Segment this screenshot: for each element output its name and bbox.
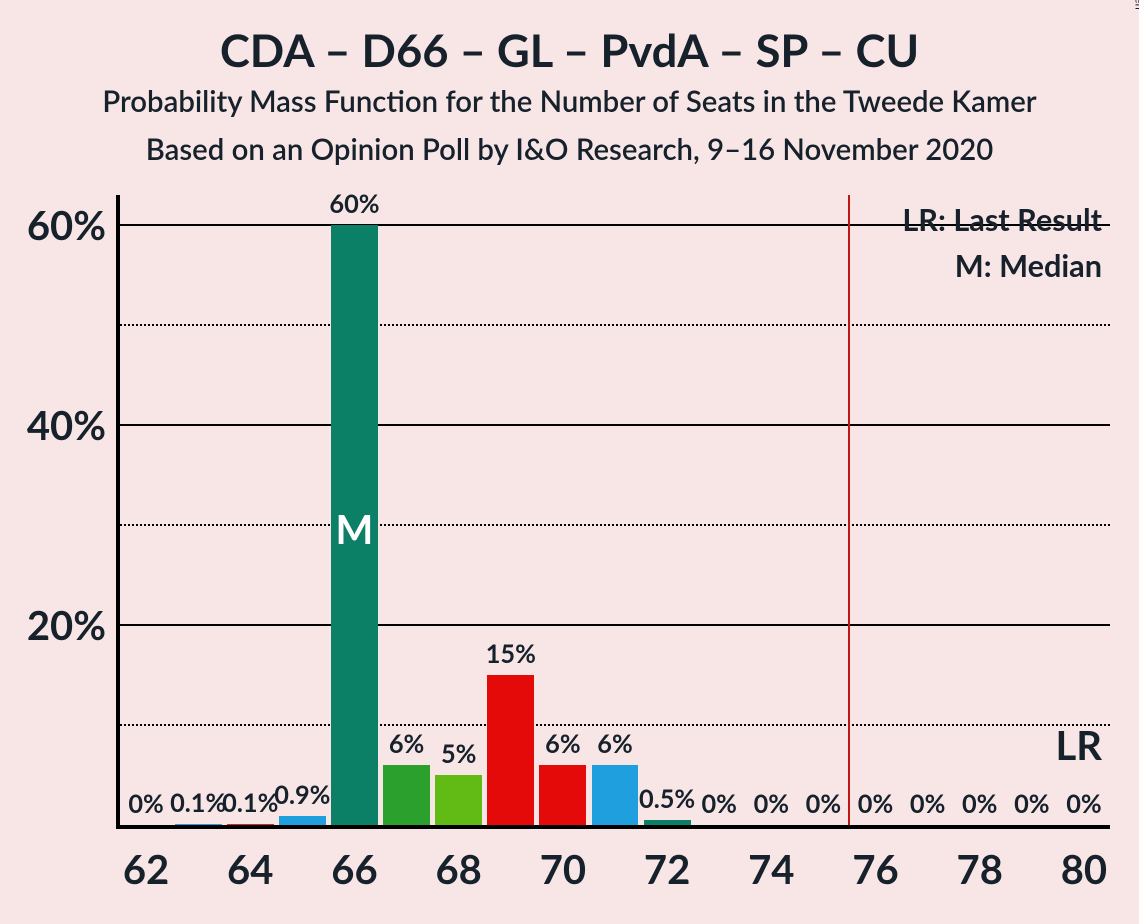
chart-subtitle-2: Based on an Opinion Poll by I&O Research… (0, 132, 1139, 167)
bar-value-label: 0% (742, 789, 800, 819)
x-axis (116, 825, 1110, 829)
chart-subtitle-1: Probability Mass Function for the Number… (0, 84, 1139, 119)
x-tick-label: 78 (940, 845, 1020, 893)
x-tick-label: 68 (419, 845, 499, 893)
bar-value-label: 6% (534, 729, 592, 759)
page: © 2020 Filip van Laenen CDA – D66 – GL –… (0, 0, 1139, 924)
bar (487, 675, 534, 825)
plot-area: 0%0.1%0.1%0.9%M60%6%5%15%6%6%0.5%0%0%0%0… (120, 195, 1110, 825)
grid-minor (120, 724, 1110, 726)
grid-minor (120, 324, 1110, 326)
y-tick-label: 40% (6, 401, 106, 449)
x-tick-label: 70 (523, 845, 603, 893)
legend-last-result: LR: Last Result (902, 201, 1102, 238)
y-tick-label: 60% (6, 201, 106, 249)
y-tick-label: 20% (6, 601, 106, 649)
bar-value-label: 5% (430, 739, 488, 769)
bar-value-label: 0% (1003, 789, 1061, 819)
bar-value-label: 0% (794, 789, 852, 819)
median-marker: M (331, 505, 378, 553)
x-tick-label: 80 (1044, 845, 1124, 893)
bar-value-label: 0.1% (169, 788, 227, 818)
x-tick-label: 62 (106, 845, 186, 893)
bar-value-label: 0% (951, 789, 1009, 819)
copyright-text: © 2020 Filip van Laenen (1133, 0, 1139, 10)
x-tick-label: 74 (731, 845, 811, 893)
bar-value-label: 0% (690, 789, 748, 819)
grid-major (120, 424, 1110, 426)
chart-title: CDA – D66 – GL – PvdA – SP – CU (0, 22, 1139, 77)
bar-value-label: 0% (117, 789, 175, 819)
x-tick-label: 76 (836, 845, 916, 893)
bar-value-label: 0% (1055, 789, 1113, 819)
bar-value-label: 0% (899, 789, 957, 819)
bar-value-label: 60% (325, 189, 383, 219)
bar-value-label: 15% (482, 639, 540, 669)
bar (539, 765, 586, 825)
grid-minor (120, 524, 1110, 526)
bar-value-label: 0.9% (273, 780, 331, 810)
bar-value-label: 6% (378, 729, 436, 759)
bar-value-label: 0% (846, 789, 904, 819)
bar (279, 816, 326, 825)
legend-median: M: Median (955, 247, 1102, 284)
x-tick-label: 64 (210, 845, 290, 893)
grid-major (120, 624, 1110, 626)
bar-value-label: 0.1% (221, 788, 279, 818)
y-axis (116, 195, 120, 829)
last-result-label: LR (1056, 721, 1103, 769)
x-tick-label: 72 (627, 845, 707, 893)
bar (435, 775, 482, 825)
last-result-line (848, 195, 850, 825)
bar (383, 765, 430, 825)
bar-value-label: 6% (586, 729, 644, 759)
bar-value-label: 0.5% (638, 784, 696, 814)
x-tick-label: 66 (314, 845, 394, 893)
bar (592, 765, 639, 825)
